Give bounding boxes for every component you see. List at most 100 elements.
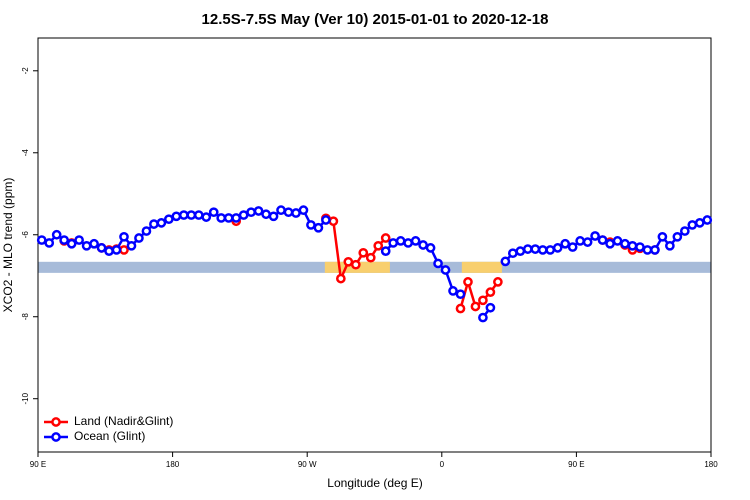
y-tick-label: -8: [21, 313, 30, 321]
point: [111, 245, 122, 255]
point: [665, 240, 675, 251]
point: [679, 226, 690, 236]
point: [552, 243, 563, 253]
point: [291, 208, 301, 218]
point: [612, 236, 623, 246]
point: [395, 236, 406, 246]
point: [246, 207, 256, 218]
point: [650, 245, 660, 255]
x-tick-label: 0: [440, 460, 445, 469]
point: [186, 210, 197, 220]
point: [687, 220, 698, 230]
point: [119, 245, 129, 255]
point: [635, 242, 645, 252]
x-axis-label: Longitude (deg E): [327, 476, 422, 490]
point: [253, 206, 264, 216]
point: [515, 246, 526, 256]
y-tick-label: -4: [21, 149, 30, 157]
point: [702, 215, 713, 225]
point: [51, 229, 62, 240]
point: [238, 210, 249, 220]
plot-frame: [37, 37, 712, 453]
x-tick-label: 180: [166, 460, 180, 469]
point: [104, 246, 114, 256]
point: [321, 215, 331, 225]
point: [306, 220, 316, 230]
point: [298, 205, 309, 216]
point: [455, 303, 466, 314]
point: [597, 235, 608, 245]
point: [66, 238, 77, 249]
point: [261, 209, 271, 220]
point: [575, 236, 585, 246]
y-tick-label: -10: [21, 392, 30, 404]
point: [231, 213, 242, 223]
point: [141, 226, 152, 236]
point: [365, 252, 376, 263]
point: [350, 259, 361, 270]
point: [627, 240, 638, 251]
point: [425, 243, 436, 253]
highlight-span: [461, 261, 502, 273]
point: [620, 238, 630, 249]
point: [582, 237, 593, 247]
point: [89, 238, 99, 249]
point: [328, 216, 339, 227]
point: [126, 240, 137, 251]
point: [380, 246, 391, 256]
point: [268, 211, 279, 222]
point: [119, 231, 129, 242]
y-axis-label: XCO2 - MLO trend (ppm): [1, 178, 15, 313]
point: [485, 287, 496, 297]
point: [448, 286, 458, 296]
point: [388, 238, 399, 248]
legend-marker: [51, 417, 61, 427]
point: [201, 212, 212, 222]
point: [605, 238, 615, 249]
point: [485, 302, 496, 313]
point: [216, 213, 227, 223]
chart-title: 12.5S-7.5S May (Ver 10) 2015-01-01 to 20…: [202, 11, 549, 28]
point: [223, 213, 234, 223]
point: [410, 236, 421, 246]
point: [694, 218, 705, 228]
point: [81, 240, 92, 251]
point: [44, 238, 55, 248]
point: [59, 235, 70, 245]
point: [478, 312, 488, 323]
point: [642, 245, 653, 255]
point: [470, 301, 481, 312]
point: [560, 238, 571, 249]
point: [493, 277, 503, 287]
point: [96, 243, 107, 253]
point: [134, 233, 144, 243]
point: [178, 210, 189, 220]
point: [537, 245, 548, 255]
legend-label: Land (Nadir&Glint): [74, 414, 173, 428]
point: [418, 240, 428, 250]
point: [149, 219, 159, 229]
point: [276, 205, 286, 216]
point: [590, 231, 600, 241]
point: [507, 248, 518, 259]
x-tick-label: 180: [704, 460, 718, 469]
point: [156, 218, 167, 228]
legend-marker: [51, 432, 61, 442]
y-tick-label: -2: [21, 67, 30, 75]
point: [208, 207, 219, 218]
point: [567, 242, 578, 252]
point: [500, 256, 511, 267]
point: [657, 231, 668, 242]
x-tick-label: 90 E: [30, 460, 46, 469]
point: [463, 277, 473, 287]
point: [164, 214, 174, 225]
point: [283, 207, 294, 218]
point: [313, 222, 324, 233]
point: [433, 258, 443, 269]
legend-label: Ocean (Glint): [74, 429, 145, 443]
point: [440, 265, 451, 275]
y-tick-label: -6: [21, 231, 30, 239]
point: [336, 273, 346, 284]
point: [343, 256, 354, 267]
